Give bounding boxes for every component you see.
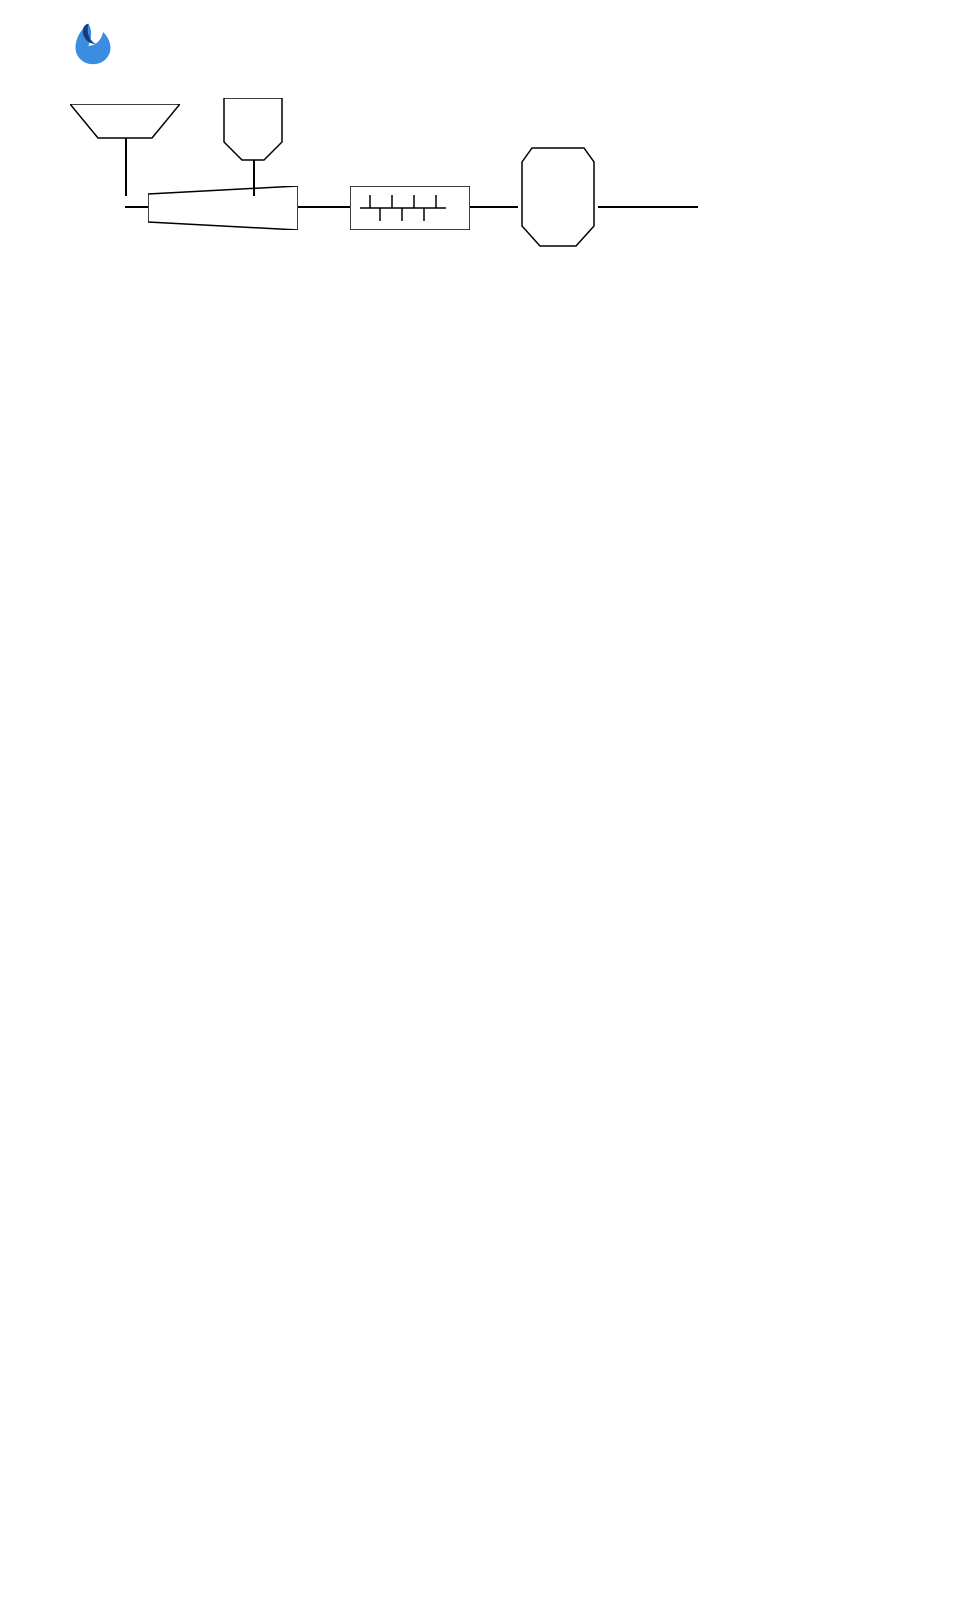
avvanning-shape-icon: [148, 186, 298, 230]
norsk-vann-logo-icon: [70, 20, 116, 66]
kalk-vessel-icon: [220, 98, 286, 168]
header-logo-row: [70, 20, 890, 66]
blandeenhet-box-icon: [350, 186, 470, 230]
slamsilo-icon: [518, 144, 598, 250]
process-diagram: [70, 84, 890, 284]
